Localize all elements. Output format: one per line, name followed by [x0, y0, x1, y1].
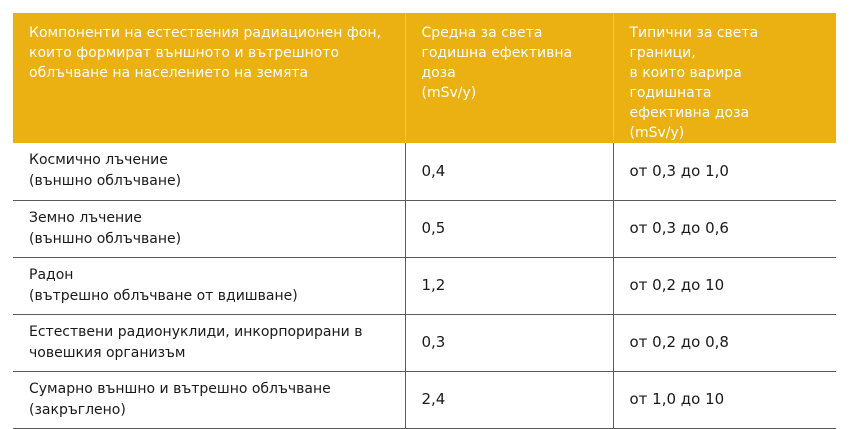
radiation-dose-table-container: Компоненти на естествения радиационен фо…	[13, 13, 836, 429]
header-row: Компоненти на естествения радиационен фо…	[13, 13, 836, 143]
table-row: Естествени радионуклиди, инкорпорирани в…	[13, 314, 836, 372]
cell-component: Сумарно външно и вътрешно облъчване (зак…	[13, 371, 405, 429]
cell-component: Естествени радионуклиди, инкорпорирани в…	[13, 314, 405, 372]
cell-component: Космично лъчение (външно облъчване)	[13, 143, 405, 201]
table-row: Радон (вътрешно облъчване от вдишване) 1…	[13, 257, 836, 315]
cell-dose-range: от 1,0 до 10	[612, 371, 836, 429]
cell-dose-range: от 0,3 до 0,6	[612, 200, 836, 258]
header-component: Компоненти на естествения радиационен фо…	[13, 13, 405, 143]
table-header: Компоненти на естествения радиационен фо…	[13, 13, 836, 143]
cell-average-dose: 0,5	[404, 200, 613, 258]
header-dose-range: Типични за света граници, в които варира…	[612, 13, 836, 143]
radiation-dose-table: Компоненти на естествения радиационен фо…	[13, 13, 836, 429]
cell-average-dose: 0,3	[404, 314, 613, 372]
cell-average-dose: 2,4	[404, 371, 613, 429]
header-average-dose: Средна за света годишна ефективна доза (…	[404, 13, 613, 143]
table-row: Земно лъчение (външно облъчване) 0,5 от …	[13, 200, 836, 258]
cell-average-dose: 0,4	[404, 143, 613, 201]
cell-dose-range: от 0,2 до 0,8	[612, 314, 836, 372]
cell-dose-range: от 0,3 до 1,0	[612, 143, 836, 201]
cell-dose-range: от 0,2 до 10	[612, 257, 836, 315]
cell-component: Радон (вътрешно облъчване от вдишване)	[13, 257, 405, 315]
table-row: Космично лъчение (външно облъчване) 0,4 …	[13, 143, 836, 201]
cell-average-dose: 1,2	[404, 257, 613, 315]
cell-component: Земно лъчение (външно облъчване)	[13, 200, 405, 258]
table-body: Космично лъчение (външно облъчване) 0,4 …	[13, 143, 836, 429]
table-row: Сумарно външно и вътрешно облъчване (зак…	[13, 371, 836, 429]
